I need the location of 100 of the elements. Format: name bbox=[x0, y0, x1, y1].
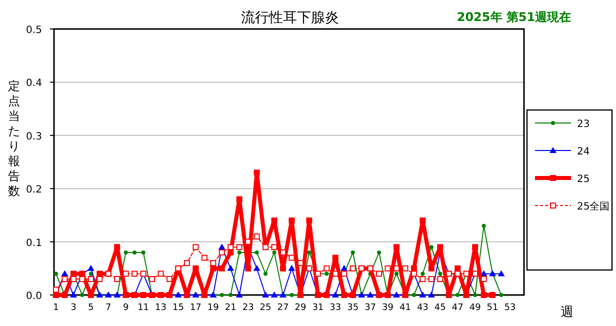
point bbox=[376, 270, 382, 277]
point bbox=[473, 293, 478, 297]
legend-label: 25全国 bbox=[577, 200, 610, 212]
point bbox=[210, 260, 216, 266]
point bbox=[270, 292, 278, 298]
y-tick-label: 0.5 bbox=[26, 25, 42, 36]
point bbox=[280, 265, 286, 272]
point bbox=[498, 270, 505, 276]
point bbox=[236, 196, 242, 202]
point bbox=[122, 270, 129, 277]
point bbox=[114, 276, 120, 282]
point bbox=[428, 292, 435, 298]
point bbox=[272, 250, 276, 254]
point bbox=[482, 224, 486, 228]
point bbox=[149, 276, 156, 282]
point bbox=[437, 276, 444, 282]
legend-label: 23 bbox=[577, 119, 590, 130]
point bbox=[158, 270, 164, 277]
legend-label: 24 bbox=[577, 146, 590, 158]
point bbox=[61, 270, 68, 276]
point bbox=[306, 218, 312, 224]
point bbox=[218, 244, 226, 250]
point bbox=[141, 250, 146, 254]
point bbox=[79, 276, 86, 282]
point bbox=[166, 276, 172, 282]
point bbox=[288, 264, 296, 271]
point bbox=[88, 276, 94, 282]
point bbox=[228, 293, 233, 297]
y-axis-title: 定点当たり報告数 bbox=[8, 79, 20, 198]
point bbox=[324, 265, 330, 272]
point bbox=[420, 218, 426, 224]
point bbox=[429, 245, 434, 250]
point bbox=[236, 244, 242, 250]
point bbox=[341, 292, 348, 298]
point bbox=[428, 276, 434, 282]
point bbox=[227, 264, 234, 271]
point bbox=[350, 265, 356, 272]
point bbox=[201, 254, 208, 261]
point bbox=[218, 249, 225, 256]
chart-subtitle: 2025年 第51週現在 bbox=[456, 10, 572, 24]
point bbox=[377, 250, 382, 254]
point bbox=[324, 272, 329, 276]
point bbox=[472, 244, 478, 250]
point bbox=[428, 265, 434, 272]
point bbox=[228, 249, 234, 256]
point bbox=[262, 292, 270, 298]
point bbox=[210, 265, 216, 272]
point bbox=[366, 292, 374, 298]
point bbox=[394, 244, 400, 250]
point bbox=[456, 293, 460, 297]
point bbox=[192, 244, 199, 250]
point bbox=[384, 265, 391, 272]
y-tick-label: 0.3 bbox=[26, 131, 42, 142]
point bbox=[62, 276, 68, 282]
point bbox=[438, 272, 442, 276]
point bbox=[70, 276, 76, 282]
point bbox=[245, 265, 252, 272]
y-tick-label: 0.0 bbox=[26, 291, 42, 302]
point bbox=[184, 260, 190, 266]
point bbox=[96, 270, 103, 277]
point bbox=[192, 265, 199, 272]
point bbox=[332, 292, 339, 298]
point bbox=[124, 250, 128, 254]
y-tick-label: 0.2 bbox=[26, 184, 42, 196]
point bbox=[332, 254, 338, 261]
y-tick-label: 0.4 bbox=[26, 78, 42, 90]
x-axis-title: 週 bbox=[560, 305, 574, 320]
point bbox=[228, 244, 234, 250]
point bbox=[350, 250, 355, 254]
point bbox=[236, 292, 243, 298]
point bbox=[70, 292, 77, 298]
y-tick-label: 0.1 bbox=[26, 238, 42, 249]
point bbox=[218, 265, 225, 272]
point bbox=[264, 272, 268, 276]
point bbox=[254, 233, 260, 240]
point bbox=[437, 244, 444, 250]
point bbox=[499, 293, 504, 297]
point bbox=[54, 272, 58, 276]
point bbox=[490, 292, 496, 298]
point bbox=[220, 293, 224, 297]
legend-label: 25 bbox=[577, 174, 590, 185]
point bbox=[80, 293, 84, 297]
point bbox=[402, 265, 408, 272]
point bbox=[87, 264, 94, 271]
point bbox=[480, 292, 487, 298]
point bbox=[271, 244, 278, 250]
point bbox=[420, 276, 426, 282]
point bbox=[237, 250, 242, 254]
point bbox=[254, 250, 259, 254]
point bbox=[254, 170, 260, 176]
point bbox=[253, 264, 260, 271]
point bbox=[88, 292, 94, 298]
point bbox=[132, 250, 137, 254]
point bbox=[412, 293, 416, 297]
chart-title: 流行性耳下腺炎 bbox=[241, 10, 339, 26]
point bbox=[288, 254, 295, 261]
point bbox=[420, 272, 425, 276]
point bbox=[419, 292, 426, 298]
point bbox=[394, 272, 398, 276]
point bbox=[393, 292, 400, 298]
